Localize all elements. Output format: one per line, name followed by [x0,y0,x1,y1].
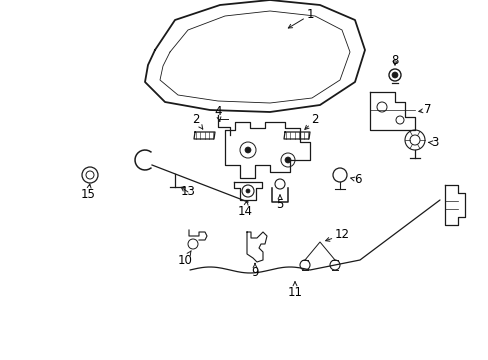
Circle shape [245,189,249,193]
Text: 15: 15 [81,184,95,202]
Text: 5: 5 [276,195,283,211]
Circle shape [285,157,290,163]
Text: 8: 8 [390,54,398,67]
Text: 2: 2 [304,113,318,129]
Text: 7: 7 [418,104,431,117]
Circle shape [244,147,250,153]
Text: 4: 4 [214,105,221,121]
Text: 1: 1 [288,9,313,28]
Circle shape [391,72,397,78]
Text: 6: 6 [350,174,361,186]
Text: 12: 12 [325,229,349,242]
Text: 13: 13 [180,185,195,198]
Text: 9: 9 [251,264,258,279]
Text: 10: 10 [177,251,192,266]
Text: 14: 14 [237,201,252,219]
Text: 2: 2 [192,113,203,129]
Text: 11: 11 [287,282,302,298]
Text: 3: 3 [427,136,438,149]
